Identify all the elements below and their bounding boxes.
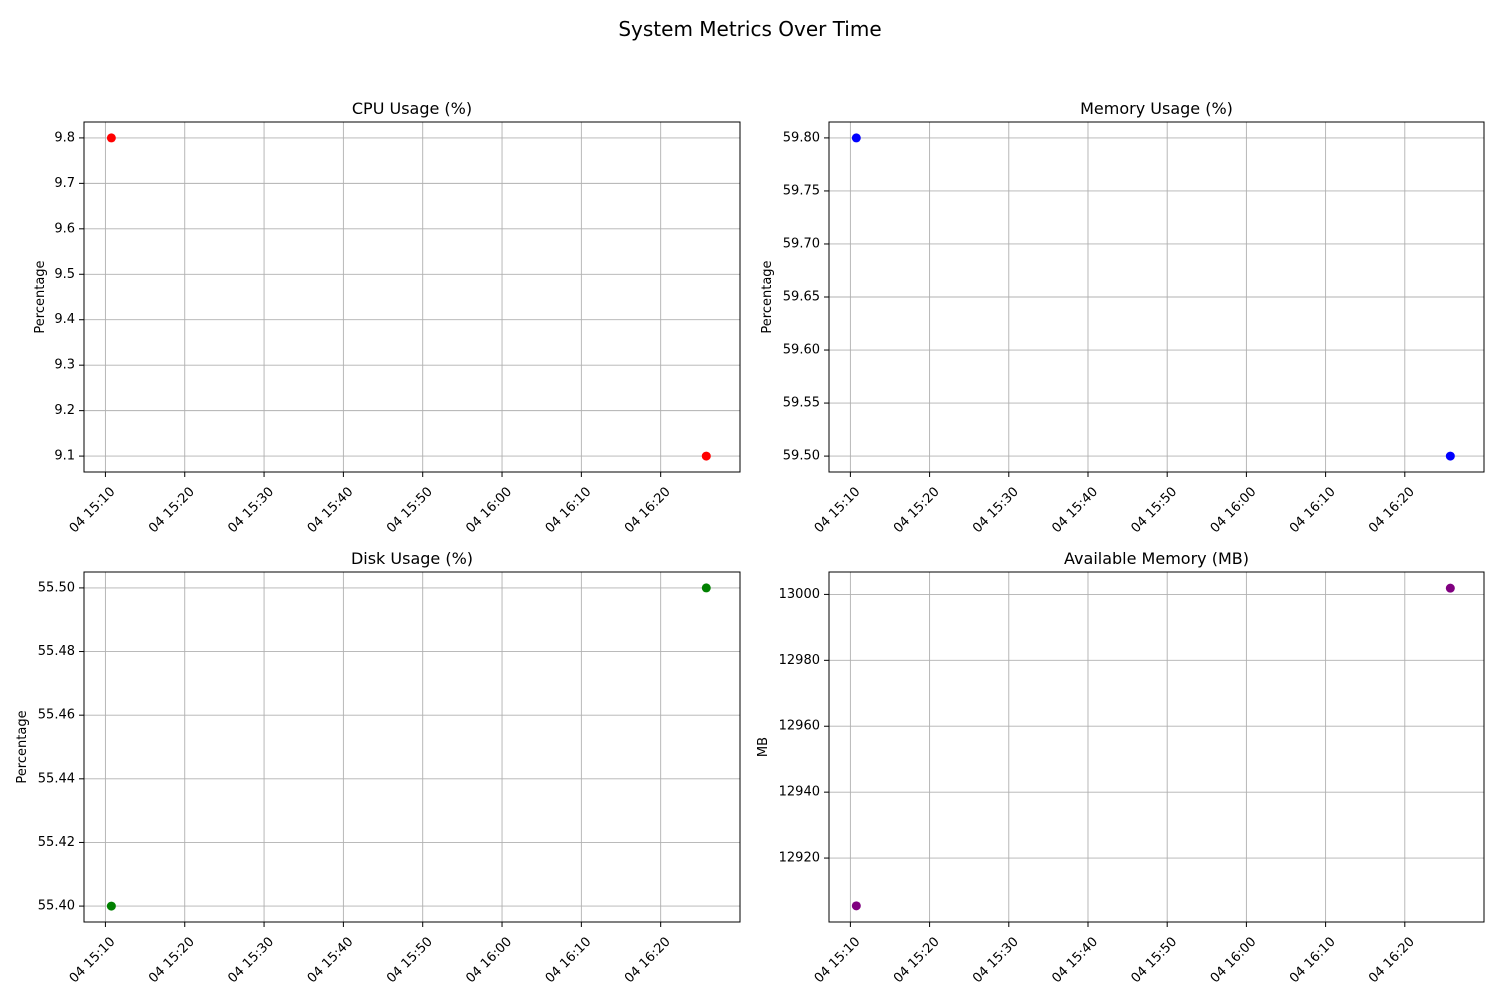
- x-tick-label: 04 16:00: [463, 484, 515, 536]
- y-tick-label: 59.70: [783, 236, 820, 251]
- y-tick-label: 59.80: [783, 130, 820, 145]
- axes-frame: [828, 571, 1485, 923]
- x-tick-label: 04 15:30: [225, 484, 277, 536]
- data-point: [1445, 583, 1455, 593]
- y-tick-label: 59.60: [783, 343, 820, 358]
- x-tick-label: 04 15:20: [891, 934, 943, 986]
- x-tick-label: 04 16:20: [622, 934, 674, 986]
- data-point: [851, 133, 861, 143]
- x-tick-label: 04 16:00: [1208, 484, 1260, 536]
- y-tick-label: 55.44: [38, 771, 75, 786]
- x-tick-label: 04 15:50: [384, 484, 436, 536]
- x-tick-label: 04 15:30: [970, 934, 1022, 986]
- x-tick-label: 04 15:40: [1049, 484, 1101, 536]
- y-tick-label: 59.55: [783, 396, 820, 411]
- x-tick-label: 04 16:10: [543, 934, 595, 986]
- y-tick-label: 13000: [779, 587, 820, 602]
- x-tick-label: 04 16:00: [1208, 934, 1260, 986]
- x-tick-label: 04 16:20: [1366, 934, 1418, 986]
- x-tick-label: 04 15:20: [891, 484, 943, 536]
- x-tick-label: 04 15:20: [146, 484, 198, 536]
- axes-frame: [83, 571, 741, 923]
- x-tick-label: 04 15:20: [146, 934, 198, 986]
- x-tick-label: 04 15:30: [225, 934, 277, 986]
- y-tick-label: 59.65: [783, 290, 820, 305]
- y-tick-label: 9.1: [54, 449, 75, 464]
- y-axis-label: Percentage: [15, 710, 30, 783]
- data-point: [851, 901, 861, 911]
- y-tick-label: 55.40: [38, 899, 75, 914]
- y-axis-label: MB: [756, 737, 771, 757]
- y-tick-label: 12920: [779, 851, 820, 866]
- x-tick-label: 04 15:10: [67, 934, 119, 986]
- axes-frame: [83, 121, 741, 473]
- y-tick-label: 12960: [779, 719, 820, 734]
- x-tick-label: 04 15:10: [67, 484, 119, 536]
- x-tick-label: 04 16:20: [622, 484, 674, 536]
- x-tick-label: 04 15:50: [1129, 484, 1181, 536]
- y-tick-label: 9.4: [54, 312, 75, 327]
- y-tick-label: 9.2: [54, 403, 75, 418]
- y-tick-label: 12980: [779, 653, 820, 668]
- data-point: [1445, 451, 1455, 461]
- x-tick-label: 04 15:50: [384, 934, 436, 986]
- subplot-1: 04 15:10 04 15:20 04 15:30 04 15:40 04 15:50…: [33, 99, 741, 536]
- x-tick-label: 04 15:10: [812, 484, 864, 536]
- x-tick-label: 04 15:40: [1049, 934, 1101, 986]
- data-point: [701, 583, 711, 593]
- figure-title: System Metrics Over Time: [618, 17, 881, 41]
- x-tick-label: 04 15:10: [812, 934, 864, 986]
- y-axis-label: Percentage: [760, 260, 775, 333]
- y-tick-label: 55.48: [38, 644, 75, 659]
- subplot-title: Disk Usage (%): [351, 549, 473, 568]
- subplot-title: CPU Usage (%): [352, 99, 472, 118]
- y-tick-label: 9.3: [54, 358, 75, 373]
- x-tick-label: 04 16:20: [1366, 484, 1418, 536]
- x-tick-label: 04 15:40: [305, 934, 357, 986]
- y-tick-label: 59.50: [783, 449, 820, 464]
- y-tick-label: 59.75: [783, 183, 820, 198]
- y-tick-label: 55.50: [38, 580, 75, 595]
- x-tick-label: 04 16:10: [1287, 934, 1339, 986]
- x-tick-label: 04 15:50: [1129, 934, 1181, 986]
- y-tick-label: 9.6: [54, 221, 75, 236]
- x-tick-label: 04 15:40: [305, 484, 357, 536]
- x-tick-label: 04 16:10: [1287, 484, 1339, 536]
- y-tick-label: 9.8: [54, 130, 75, 145]
- subplot-title: Memory Usage (%): [1080, 99, 1233, 118]
- subplot-title: Available Memory (MB): [1064, 549, 1249, 568]
- y-axis-label: Percentage: [33, 260, 48, 333]
- y-tick-label: 9.7: [54, 176, 75, 191]
- subplot-2: 04 15:10 04 15:20 04 15:30 04 15:40 04 15:50…: [760, 99, 1485, 536]
- subplot-4: 04 15:10 04 15:20 04 15:30 04 15:40 04 15:50…: [756, 549, 1485, 986]
- y-tick-label: 55.46: [38, 708, 75, 723]
- x-tick-label: 04 15:30: [970, 484, 1022, 536]
- y-tick-label: 55.42: [38, 835, 75, 850]
- y-tick-label: 12940: [779, 785, 820, 800]
- data-point: [106, 133, 116, 143]
- y-tick-label: 9.5: [54, 267, 75, 282]
- x-tick-label: 04 16:10: [543, 484, 595, 536]
- data-point: [106, 901, 116, 911]
- data-point: [701, 451, 711, 461]
- subplot-3: 04 15:10 04 15:20 04 15:30 04 15:40 04 15:50…: [15, 549, 741, 986]
- x-tick-label: 04 16:00: [463, 934, 515, 986]
